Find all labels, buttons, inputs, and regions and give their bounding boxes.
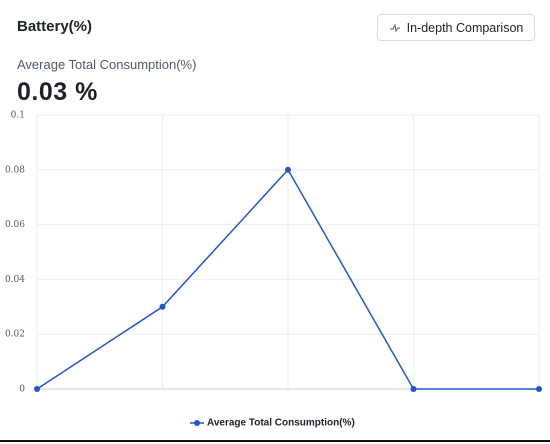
button-icon xyxy=(389,22,400,32)
y-tick-label: 0.04 xyxy=(5,275,25,285)
point xyxy=(536,386,542,392)
panel-title: Battery(%) xyxy=(17,18,93,35)
metric-value: 0.03 % xyxy=(17,78,98,106)
point xyxy=(34,386,40,392)
comparison-button[interactable]: In-depth Comparison xyxy=(377,14,535,41)
y-tick-label: 0 xyxy=(19,385,25,395)
y-tick-label: 0.1 xyxy=(11,111,25,121)
button-label: In-depth Comparison xyxy=(406,20,524,35)
metric-label: Average Total Consumption(%) xyxy=(17,57,197,72)
point xyxy=(285,166,291,173)
point xyxy=(410,386,417,392)
point xyxy=(159,303,166,310)
y-tick-label: 0.08 xyxy=(5,165,25,175)
legend-label: Average Total Consumption(%) xyxy=(207,418,355,429)
y-tick-label: 0.02 xyxy=(5,330,25,340)
divider xyxy=(0,440,550,442)
legend-marker xyxy=(194,420,200,426)
y-tick-label: 0.06 xyxy=(5,220,25,230)
